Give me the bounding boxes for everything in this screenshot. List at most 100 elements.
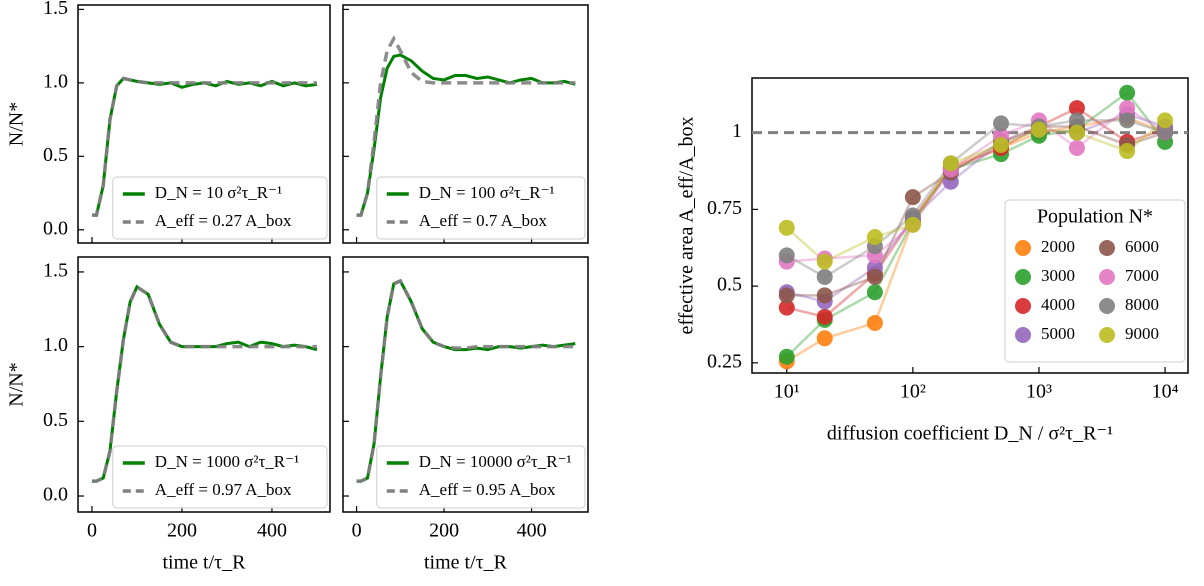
y-tick-label: 1	[732, 120, 742, 142]
data-point	[778, 299, 795, 316]
y-axis-label: N/N*	[6, 102, 28, 146]
y-tick-label: 0.5	[43, 409, 68, 431]
y-tick-label: 1.0	[43, 70, 68, 92]
data-point	[942, 155, 959, 172]
data-point	[1068, 112, 1085, 129]
x-axis-label: time t/τ_R	[162, 552, 246, 574]
legend-marker	[1015, 240, 1031, 256]
data-point	[866, 284, 883, 301]
series-line	[786, 125, 1166, 297]
data-point	[1068, 139, 1085, 156]
series-line	[785, 91, 1167, 358]
series-line	[786, 106, 1166, 319]
data-point	[1119, 112, 1136, 129]
data-point	[816, 253, 833, 270]
y-tick-label: 1.0	[43, 334, 68, 356]
legend-marker	[1099, 269, 1115, 285]
series-line	[785, 119, 1166, 264]
legend-label: D_N = 10 σ²τ_R⁻¹	[155, 183, 282, 202]
x-tick-label: 200	[167, 520, 197, 542]
x-tick-label: 0	[87, 520, 97, 542]
data-point	[816, 330, 833, 347]
legend-label: 4000	[1041, 295, 1075, 314]
x-tick-label: 10⁴	[1152, 381, 1179, 403]
x-tick-label: 400	[257, 520, 287, 542]
data-point	[1119, 100, 1136, 117]
x-tick-label: 10³	[1026, 381, 1052, 403]
data-point	[816, 308, 833, 325]
legend-label: D_N = 1000 σ²τ_R⁻¹	[155, 452, 299, 471]
data-point	[866, 314, 883, 331]
legend-label: 6000	[1125, 237, 1159, 256]
legend-marker	[1099, 298, 1115, 314]
y-tick-label: 1.5	[43, 260, 68, 282]
legend-marker	[1015, 269, 1031, 285]
data-point	[778, 287, 795, 304]
legend-title: Population N*	[1037, 206, 1153, 228]
legend-label: 2000	[1041, 237, 1075, 256]
data-point	[866, 268, 883, 285]
legend-label: 9000	[1125, 324, 1159, 343]
legend-box	[1004, 199, 1186, 363]
plot-frame	[342, 4, 589, 244]
y-tick-label: 0.75	[707, 197, 742, 219]
data-point	[904, 216, 921, 233]
legend-label: D_N = 10000 σ²τ_R⁻¹	[419, 452, 572, 471]
y-tick-label: 0.5	[43, 144, 68, 166]
legend-box	[112, 176, 328, 240]
fit-line	[356, 278, 576, 483]
legend-marker	[1015, 298, 1031, 314]
data-point	[1157, 112, 1174, 129]
y-tick-label: 1.5	[43, 0, 68, 19]
legend-label: 7000	[1125, 266, 1159, 285]
x-tick-label: 10¹	[774, 381, 800, 403]
legend-label: 8000	[1125, 295, 1159, 314]
data-point	[778, 219, 795, 236]
plot-frame	[342, 256, 589, 513]
x-tick-label: 10²	[900, 381, 926, 403]
y-tick-label: 0.25	[707, 350, 742, 372]
fit-line	[91, 284, 317, 483]
legend-label: A_eff = 0.95 A_box	[419, 480, 556, 499]
legend-box	[376, 445, 586, 509]
plot-frame	[77, 256, 331, 513]
legend-label: A_eff = 0.7 A_box	[419, 211, 548, 230]
series-line	[786, 106, 1166, 263]
y-axis-label: N/N*	[6, 362, 28, 406]
plot-frame	[751, 77, 1189, 374]
data-point	[1068, 124, 1085, 141]
x-axis-label: diffusion coefficient D_N / σ²τ_R⁻¹	[827, 423, 1113, 445]
data-point	[993, 115, 1010, 132]
legend-marker	[1015, 327, 1031, 343]
data-point	[993, 136, 1010, 153]
y-tick-label: 0.5	[717, 274, 742, 296]
legend-label: 5000	[1041, 324, 1075, 343]
legend-marker	[1099, 240, 1115, 256]
legend-box	[376, 176, 586, 240]
data-point	[1030, 121, 1047, 138]
data-point	[1119, 84, 1136, 101]
series-line	[786, 112, 1166, 303]
y-axis-label: effective area A_eff/A_box	[676, 116, 698, 334]
x-axis-label: time t/τ_R	[424, 552, 508, 574]
x-tick-label: 0	[352, 520, 362, 542]
y-tick-label: 0.0	[43, 484, 68, 506]
legend-box	[112, 445, 328, 509]
data-point	[1119, 143, 1136, 160]
plot-frame	[77, 4, 331, 244]
data-point	[1068, 100, 1085, 117]
data-point	[816, 287, 833, 304]
data-point	[778, 348, 795, 365]
data-point	[866, 229, 883, 246]
legend-label: A_eff = 0.97 A_box	[155, 480, 292, 499]
legend-label: D_N = 100 σ²τ_R⁻¹	[419, 183, 555, 202]
series-line	[786, 115, 1166, 363]
legend-label: A_eff = 0.27 A_box	[155, 211, 292, 230]
data-point	[778, 247, 795, 264]
legend-marker	[1099, 327, 1115, 343]
x-tick-label: 400	[517, 520, 547, 542]
data-point	[816, 268, 833, 285]
legend-label: 3000	[1041, 266, 1075, 285]
data-point	[904, 189, 921, 206]
